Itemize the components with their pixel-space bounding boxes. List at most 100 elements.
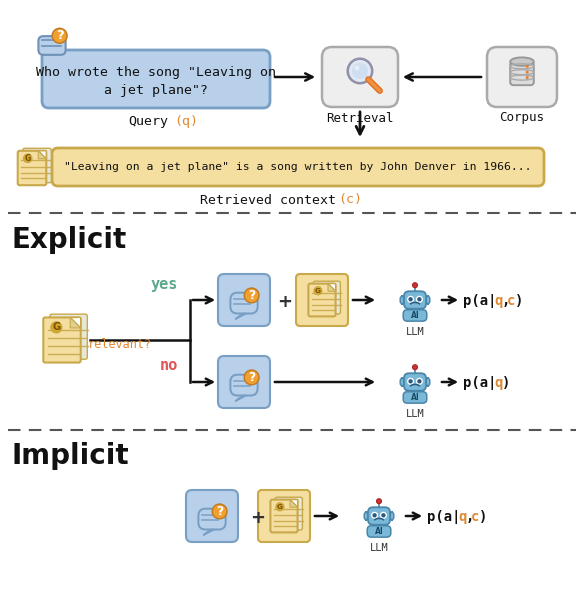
Text: ?: ?	[216, 505, 223, 518]
Text: ): )	[502, 376, 510, 390]
Text: G: G	[53, 322, 61, 332]
FancyBboxPatch shape	[52, 148, 544, 186]
Polygon shape	[328, 284, 336, 291]
Circle shape	[412, 365, 418, 370]
Circle shape	[23, 154, 32, 163]
Text: +: +	[277, 293, 293, 311]
Circle shape	[314, 287, 322, 295]
FancyBboxPatch shape	[390, 512, 394, 520]
Polygon shape	[39, 151, 46, 159]
Text: relevant?: relevant?	[88, 339, 152, 352]
Text: AI: AI	[374, 527, 383, 536]
Text: G: G	[315, 288, 321, 294]
Polygon shape	[235, 395, 246, 401]
Text: Retrieved context: Retrieved context	[200, 194, 336, 206]
Circle shape	[418, 298, 421, 301]
Text: ?: ?	[248, 371, 255, 384]
Polygon shape	[290, 500, 298, 507]
Text: G: G	[25, 154, 31, 163]
FancyBboxPatch shape	[368, 507, 390, 525]
Text: q: q	[458, 510, 467, 524]
Text: Corpus: Corpus	[499, 112, 544, 124]
Text: ?: ?	[55, 30, 64, 42]
FancyBboxPatch shape	[426, 296, 430, 304]
Text: LLM: LLM	[406, 409, 425, 419]
Text: Retrieval: Retrieval	[326, 112, 394, 124]
FancyBboxPatch shape	[308, 284, 336, 316]
Circle shape	[372, 513, 377, 518]
Text: ,: ,	[466, 510, 474, 524]
Circle shape	[409, 380, 412, 383]
FancyBboxPatch shape	[42, 50, 270, 108]
Circle shape	[381, 513, 386, 518]
FancyBboxPatch shape	[510, 61, 534, 85]
Text: a jet plane"?: a jet plane"?	[104, 84, 208, 97]
FancyBboxPatch shape	[403, 392, 427, 403]
Circle shape	[244, 370, 259, 385]
Polygon shape	[203, 529, 214, 535]
FancyBboxPatch shape	[199, 509, 225, 529]
Circle shape	[526, 71, 529, 74]
FancyBboxPatch shape	[275, 497, 303, 530]
Text: c: c	[507, 294, 515, 308]
FancyBboxPatch shape	[426, 378, 430, 386]
Text: (c): (c)	[338, 194, 362, 206]
Text: AI: AI	[411, 311, 419, 320]
Circle shape	[408, 296, 413, 302]
Polygon shape	[235, 313, 246, 319]
FancyBboxPatch shape	[218, 274, 270, 326]
FancyBboxPatch shape	[364, 512, 368, 520]
Circle shape	[412, 283, 418, 288]
Polygon shape	[70, 317, 81, 328]
Text: +: +	[251, 509, 266, 527]
Circle shape	[276, 503, 284, 511]
FancyBboxPatch shape	[270, 500, 298, 532]
Circle shape	[244, 288, 259, 303]
Circle shape	[526, 76, 529, 79]
Text: q: q	[494, 376, 502, 390]
Circle shape	[416, 296, 422, 302]
Polygon shape	[70, 317, 81, 328]
Text: Implicit: Implicit	[12, 442, 130, 470]
FancyBboxPatch shape	[18, 151, 46, 185]
Text: G: G	[277, 504, 283, 510]
Polygon shape	[328, 284, 336, 291]
FancyBboxPatch shape	[23, 148, 51, 183]
FancyBboxPatch shape	[404, 373, 426, 391]
FancyBboxPatch shape	[218, 356, 270, 408]
FancyBboxPatch shape	[186, 490, 238, 542]
Text: Query: Query	[128, 116, 168, 129]
Circle shape	[52, 28, 67, 43]
Circle shape	[51, 322, 62, 333]
FancyBboxPatch shape	[404, 291, 426, 309]
Circle shape	[373, 514, 376, 517]
Circle shape	[347, 59, 372, 83]
FancyBboxPatch shape	[43, 317, 81, 362]
Text: p(a|: p(a|	[427, 510, 461, 524]
Text: Who wrote the song "Leaving on: Who wrote the song "Leaving on	[36, 65, 276, 78]
FancyBboxPatch shape	[231, 293, 258, 313]
Text: p(a|: p(a|	[463, 376, 496, 390]
Polygon shape	[290, 500, 298, 507]
FancyBboxPatch shape	[487, 47, 557, 107]
Polygon shape	[39, 151, 46, 159]
Circle shape	[408, 378, 413, 384]
Circle shape	[352, 63, 368, 79]
Circle shape	[416, 378, 422, 384]
Text: Explicit: Explicit	[12, 226, 127, 254]
Circle shape	[526, 65, 529, 68]
FancyBboxPatch shape	[322, 47, 398, 107]
Text: (q): (q)	[174, 116, 198, 129]
Text: ,: ,	[502, 294, 510, 308]
Circle shape	[212, 504, 227, 519]
FancyBboxPatch shape	[400, 378, 404, 386]
Circle shape	[409, 298, 412, 301]
Circle shape	[354, 65, 359, 70]
Text: yes: yes	[151, 277, 178, 291]
Text: ?: ?	[248, 289, 255, 302]
FancyBboxPatch shape	[296, 274, 348, 326]
Text: LLM: LLM	[406, 327, 425, 337]
FancyBboxPatch shape	[258, 490, 310, 542]
FancyBboxPatch shape	[367, 526, 391, 537]
Text: p(a|: p(a|	[463, 294, 496, 308]
